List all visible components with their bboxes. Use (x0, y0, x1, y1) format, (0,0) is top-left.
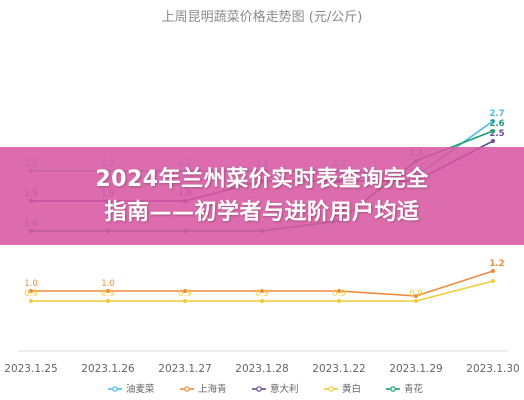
title-banner: 2024年兰州菜价实时表查询完全 指南——初学者与进阶用户均适 (0, 147, 524, 245)
data-label: 0.9 (178, 289, 192, 299)
data-point (106, 299, 110, 303)
legend-label: 意大利 (270, 383, 299, 395)
data-point (337, 289, 341, 293)
data-label: 2.6 (489, 119, 504, 129)
x-tick-label: 2023.1.22 (312, 363, 365, 375)
data-point (106, 289, 110, 293)
series-4: 0.9 0.9 0.9 0.9 0.9 0.9 (24, 279, 495, 303)
data-label: 2.5 (489, 129, 504, 139)
data-point (491, 129, 495, 133)
data-label: 2.7 (489, 109, 504, 119)
data-point (491, 269, 495, 273)
x-tick-label: 2023.1.26 (81, 363, 135, 375)
data-point (491, 279, 495, 283)
legend-label: 青花 (404, 383, 424, 395)
legend-item: 黄白 (324, 383, 361, 395)
data-point (414, 299, 418, 303)
data-point (414, 294, 418, 298)
legend-item: 上海青 (180, 383, 227, 395)
data-label: 1.0 (24, 279, 38, 289)
legend: 油麦菜 上海青 意大利 黄白 青花 (108, 383, 424, 395)
data-point (29, 299, 33, 303)
data-point (183, 299, 187, 303)
series-2: 1.0 1.0 1.2 (24, 259, 505, 298)
x-tick-label: 2023.1.30 (466, 363, 519, 375)
data-label: 0.9 (409, 289, 423, 299)
data-label: 0.9 (24, 289, 38, 299)
legend-swatch-dot (112, 386, 118, 392)
banner-line-1: 2024年兰州菜价实时表查询完全 (95, 167, 429, 192)
data-point (491, 119, 495, 123)
data-label: 1.2 (489, 259, 504, 269)
x-tick-label: 2023.1.28 (235, 363, 288, 375)
data-point (29, 289, 33, 293)
data-label: 0.9 (255, 289, 269, 299)
legend-swatch-dot (256, 386, 262, 392)
x-tick-labels: 2023.1.25 2023.1.26 2023.1.27 2023.1.28 2023… (4, 363, 519, 375)
legend-item: 意大利 (252, 383, 299, 395)
legend-label: 油麦菜 (126, 383, 155, 395)
legend-label: 上海青 (198, 383, 227, 395)
data-point (260, 289, 264, 293)
banner-line-2: 指南——初学者与进阶用户均适 (104, 200, 420, 225)
chart-title: 上周昆明蔬菜价格走势图 (元/公斤) (162, 9, 363, 25)
data-point (260, 299, 264, 303)
data-label: 1.0 (101, 279, 115, 289)
legend-swatch-dot (328, 386, 334, 392)
legend-item: 青花 (386, 383, 424, 395)
data-point (337, 299, 341, 303)
x-tick-label: 2023.1.29 (389, 363, 442, 375)
legend-swatch-dot (390, 386, 396, 392)
x-tick-label: 2023.1.27 (158, 363, 211, 375)
data-label: 0.9 (101, 289, 115, 299)
legend-label: 黄白 (342, 383, 361, 395)
x-tick-label: 2023.1.25 (4, 363, 57, 375)
legend-item: 油麦菜 (108, 383, 155, 395)
data-point (183, 289, 187, 293)
legend-swatch-dot (184, 386, 190, 392)
data-label: 0.9 (332, 289, 346, 299)
data-point (491, 139, 495, 143)
